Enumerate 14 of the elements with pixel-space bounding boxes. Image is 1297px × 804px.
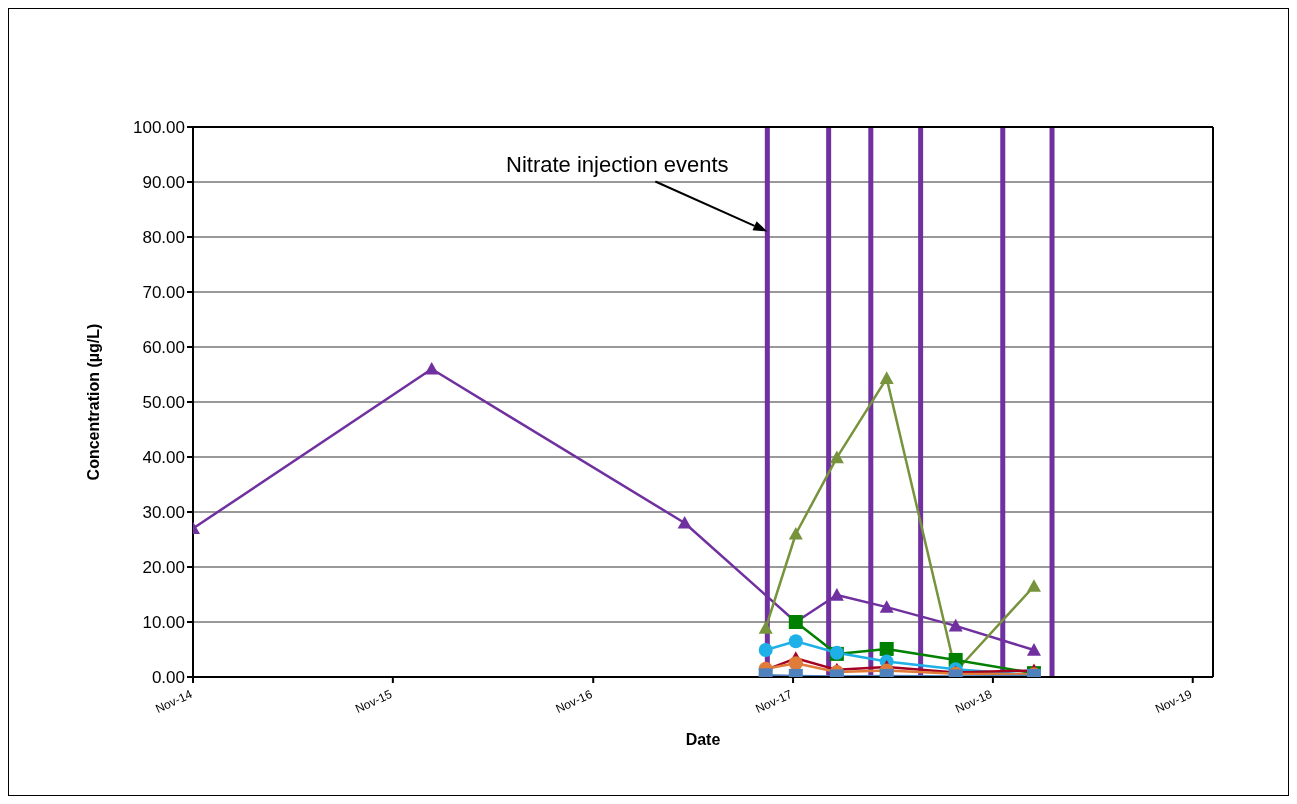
y-axis-title: Concentration (µg/L) — [84, 323, 102, 481]
y-tick-label: 50.00 — [142, 393, 185, 413]
y-tick-label: 90.00 — [142, 173, 185, 193]
annotation: Nitrate injection events — [506, 151, 729, 177]
y-tick-label: 60.00 — [142, 338, 185, 358]
y-tick-label: 40.00 — [142, 448, 185, 468]
y-tick-label: 30.00 — [142, 503, 185, 523]
y-tick-label: 70.00 — [142, 283, 185, 303]
y-tick-label: 10.00 — [142, 613, 185, 633]
y-tick-label: 100.00 — [133, 118, 185, 138]
y-tick-label: 80.00 — [142, 228, 185, 248]
y-tick-label: 20.00 — [142, 558, 185, 578]
y-tick-label: 0.00 — [151, 668, 185, 688]
x-axis-title: Date — [685, 731, 721, 748]
